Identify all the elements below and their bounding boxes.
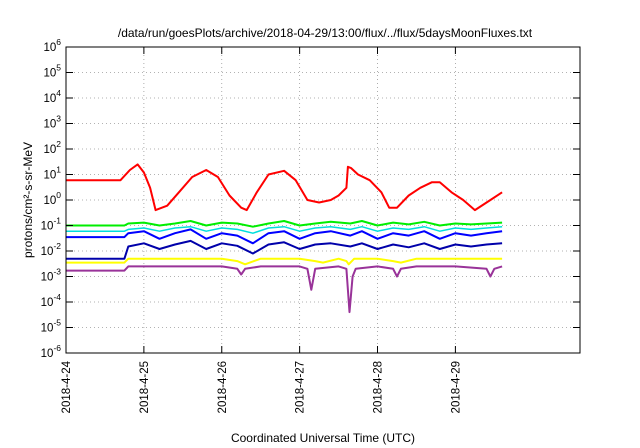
x-tick-label: 2018-4-25 (139, 361, 151, 413)
y-tick-label: 10-5 (41, 318, 62, 335)
series-line-7 (66, 265, 503, 314)
series-line-2 (66, 220, 503, 228)
y-tick-label: 105 (43, 63, 61, 80)
grid-lines (66, 47, 580, 353)
series-line-6 (66, 257, 503, 266)
series-line-1 (66, 163, 503, 212)
y-axis-ticks: 10-6 10-5 10-4 10-3 10-2 10-1 100 101 102 103 104 1… (41, 37, 580, 360)
y-tick-label: 10-6 (41, 343, 62, 360)
y-tick-label: 101 (43, 165, 61, 182)
y-tick-label: 10-2 (41, 241, 62, 258)
y-tick-label: 10-1 (41, 216, 62, 233)
y-tick-label: 104 (43, 88, 61, 105)
y-tick-label: 106 (43, 37, 61, 54)
x-tick-label: 2018-4-26 (217, 361, 229, 413)
data-series (66, 163, 503, 314)
series-line-5 (66, 239, 503, 260)
y-axis-label: protons/cm²-s-sr-MeV (21, 142, 35, 258)
y-tick-label: 100 (43, 190, 61, 207)
x-axis-ticks: 2018-4-24 2018-4-25 2018-4-26 2018-4-27 2018… (61, 47, 462, 413)
y-tick-label: 10-3 (41, 267, 62, 284)
y-tick-label: 102 (43, 139, 61, 156)
series-line-3 (66, 225, 503, 234)
x-tick-label: 2018-4-27 (295, 361, 307, 413)
x-tick-label: 2018-4-24 (61, 360, 73, 413)
y-tick-label: 10-4 (41, 292, 62, 309)
x-tick-label: 2018-4-29 (450, 361, 462, 413)
y-tick-label: 103 (43, 114, 61, 131)
series-line-4 (66, 228, 503, 245)
x-tick-label: 2018-4-28 (373, 361, 385, 413)
chart-title: /data/run/goesPlots/archive/2018-04-29/1… (118, 26, 533, 40)
x-axis-label: Coordinated Universal Time (UTC) (231, 431, 415, 445)
